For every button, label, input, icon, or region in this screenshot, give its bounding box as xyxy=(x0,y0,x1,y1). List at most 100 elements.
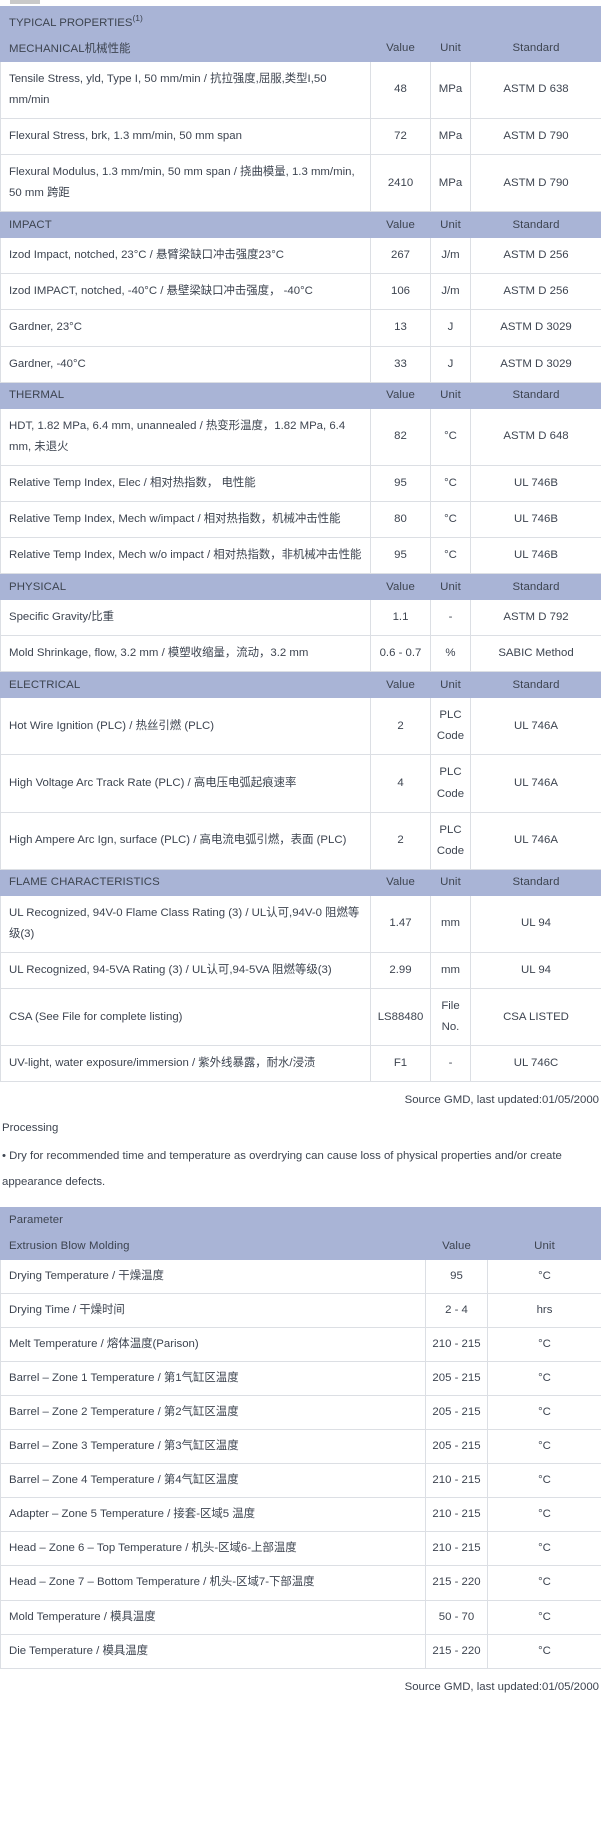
section-name: MECHANICAL机械性能 xyxy=(0,34,371,62)
table-row: Barrel – Zone 3 Temperature / 第3气缸区温度 205… xyxy=(0,1429,601,1465)
parameter-name: Die Temperature / 模具温度 xyxy=(0,1633,426,1669)
property-standard: ASTM D 792 xyxy=(469,599,601,637)
property-standard: CSA LISTED xyxy=(469,988,601,1047)
section-header-row: THERMAL Value Unit Standard xyxy=(0,381,601,409)
page-tab-marker xyxy=(10,0,40,4)
table-row: UL Recognized, 94-5VA Rating (3) / UL认可,… xyxy=(0,952,601,990)
property-unit: J xyxy=(430,345,471,383)
properties-title-text: TYPICAL PROPERTIES xyxy=(9,16,133,29)
parameter-value: 2 - 4 xyxy=(425,1292,488,1328)
table-row: Relative Temp Index, Mech w/o impact / 相… xyxy=(0,537,601,575)
section-name: ELECTRICAL xyxy=(0,671,371,699)
column-header-unit: Unit xyxy=(430,34,471,62)
column-header-unit: Unit xyxy=(430,211,471,239)
property-unit: J xyxy=(430,309,471,347)
property-value: 33 xyxy=(370,345,431,383)
processing-section-name: Extrusion Blow Molding xyxy=(0,1232,426,1260)
column-header-standard: Standard xyxy=(469,868,601,896)
column-header-value: Value xyxy=(370,868,431,896)
parameter-value: 210 - 215 xyxy=(425,1531,488,1567)
property-standard: UL 746B xyxy=(469,500,601,539)
processing-source-note: Source GMD, last updated:01/05/2000 xyxy=(404,1680,599,1693)
table-row: Mold Shrinkage, flow, 3.2 mm / 模塑收缩量，流动，… xyxy=(0,635,601,673)
parameter-value: 50 - 70 xyxy=(425,1599,488,1635)
parameter-unit: °C xyxy=(486,1394,601,1431)
property-value: 267 xyxy=(370,237,431,275)
parameter-value: 215 - 220 xyxy=(425,1565,488,1601)
table-row: Izod Impact, notched, 23°C / 悬臂梁缺口冲击强度23… xyxy=(0,237,601,275)
property-value: LS88480 xyxy=(370,988,431,1047)
property-unit: % xyxy=(430,635,471,673)
property-value: 80 xyxy=(370,500,431,539)
property-name: Relative Temp Index, Mech w/o impact / 相… xyxy=(0,537,371,575)
property-standard: UL 746A xyxy=(469,811,601,870)
parameter-name: Barrel – Zone 1 Temperature / 第1气缸区温度 xyxy=(0,1360,426,1396)
top-strip xyxy=(0,0,601,6)
property-unit: - xyxy=(430,599,471,637)
section-header-row: IMPACT Value Unit Standard xyxy=(0,211,601,239)
parameter-unit: °C xyxy=(486,1429,601,1465)
parameter-name: Barrel – Zone 2 Temperature / 第2气缸区温度 xyxy=(0,1394,426,1431)
table-row: Barrel – Zone 4 Temperature / 第4气缸区温度 210… xyxy=(0,1463,601,1499)
properties-source-note: Source GMD, last updated:01/05/2000 xyxy=(404,1094,599,1107)
column-header-unit: Unit xyxy=(430,868,471,896)
property-unit: °C xyxy=(430,407,471,466)
parameter-value: 210 - 215 xyxy=(425,1497,488,1533)
property-name: Relative Temp Index, Mech w/impact / 相对热… xyxy=(0,500,371,539)
property-standard: UL 94 xyxy=(469,952,601,990)
parameter-value: 210 - 215 xyxy=(425,1463,488,1499)
table-row: Melt Temperature / 熔体温度(Parison) 210 - 21… xyxy=(0,1326,601,1362)
parameter-name: Barrel – Zone 3 Temperature / 第3气缸区温度 xyxy=(0,1429,426,1465)
section-header-row: FLAME CHARACTERISTICS Value Unit Standard xyxy=(0,868,601,896)
section-header-row: ELECTRICAL Value Unit Standard xyxy=(0,671,601,699)
parameter-name: Mold Temperature / 模具温度 xyxy=(0,1599,426,1635)
property-value: 95 xyxy=(370,464,431,502)
table-row: Hot Wire Ignition (PLC) / 热丝引燃 (PLC) 2 PLC… xyxy=(0,697,601,756)
table-row: Drying Time / 干燥时间 2 - 4 hrs xyxy=(0,1292,601,1328)
property-value: 0.6 - 0.7 xyxy=(370,635,431,673)
column-header-standard: Standard xyxy=(469,671,601,699)
property-name: Hot Wire Ignition (PLC) / 热丝引燃 (PLC) xyxy=(0,697,371,756)
property-name: HDT, 1.82 MPa, 6.4 mm, unannealed / 热变形温… xyxy=(0,407,371,466)
column-header-value: Value xyxy=(370,381,431,409)
property-standard: ASTM D 638 xyxy=(469,60,601,119)
table-row: Flexural Modulus, 1.3 mm/min, 50 mm span… xyxy=(0,154,601,213)
properties-title: TYPICAL PROPERTIES(1) xyxy=(0,6,601,36)
parameter-name: Head – Zone 6 – Top Temperature / 机头-区域6… xyxy=(0,1531,426,1567)
property-name: Tensile Stress, yld, Type I, 50 mm/min /… xyxy=(0,60,371,119)
property-value: 106 xyxy=(370,273,431,311)
datasheet-page: TYPICAL PROPERTIES(1) MECHANICAL机械性能 Value… xyxy=(0,0,601,1693)
property-value: 1.47 xyxy=(370,894,431,954)
table-row: Head – Zone 6 – Top Temperature / 机头-区域6… xyxy=(0,1531,601,1567)
property-name: Gardner, 23°C xyxy=(0,309,371,347)
property-name: Izod Impact, notched, 23°C / 悬臂梁缺口冲击强度23… xyxy=(0,237,371,275)
property-standard: ASTM D 256 xyxy=(469,237,601,275)
table-row: High Voltage Arc Track Rate (PLC) / 高电压电… xyxy=(0,754,601,813)
property-name: Specific Gravity/比重 xyxy=(0,599,371,637)
table-row: Flexural Stress, brk, 1.3 mm/min, 50 mm … xyxy=(0,117,601,156)
parameter-header-row: Parameter xyxy=(0,1206,601,1234)
table-row: Drying Temperature / 干燥温度 95 °C xyxy=(0,1258,601,1294)
property-unit: File No. xyxy=(430,988,471,1047)
property-unit: °C xyxy=(430,537,471,575)
property-standard: UL 746B xyxy=(469,464,601,502)
column-header-standard: Standard xyxy=(469,34,601,62)
parameter-name: Adapter – Zone 5 Temperature / 接套-区域5 温度 xyxy=(0,1497,426,1533)
section-header-row: MECHANICAL机械性能 Value Unit Standard xyxy=(0,34,601,62)
property-standard: UL 746B xyxy=(469,537,601,575)
property-value: 2410 xyxy=(370,154,431,213)
parameter-name: Barrel – Zone 4 Temperature / 第4气缸区温度 xyxy=(0,1463,426,1499)
parameter-value: 210 - 215 xyxy=(425,1326,488,1362)
property-name: UL Recognized, 94V-0 Flame Class Rating … xyxy=(0,894,371,954)
property-name: UV-light, water exposure/immersion / 紫外线… xyxy=(0,1045,371,1083)
property-name: Flexural Modulus, 1.3 mm/min, 50 mm span… xyxy=(0,154,371,213)
property-standard: UL 746A xyxy=(469,697,601,756)
column-header-unit: Unit xyxy=(430,381,471,409)
parameter-unit: °C xyxy=(486,1497,601,1533)
property-value: 95 xyxy=(370,537,431,575)
property-unit: J/m xyxy=(430,273,471,311)
property-unit: °C xyxy=(430,500,471,539)
property-unit: J/m xyxy=(430,237,471,275)
table-row: Izod IMPACT, notched, -40°C / 悬壁梁缺口冲击强度，… xyxy=(0,273,601,311)
column-header-value: Value xyxy=(370,211,431,239)
